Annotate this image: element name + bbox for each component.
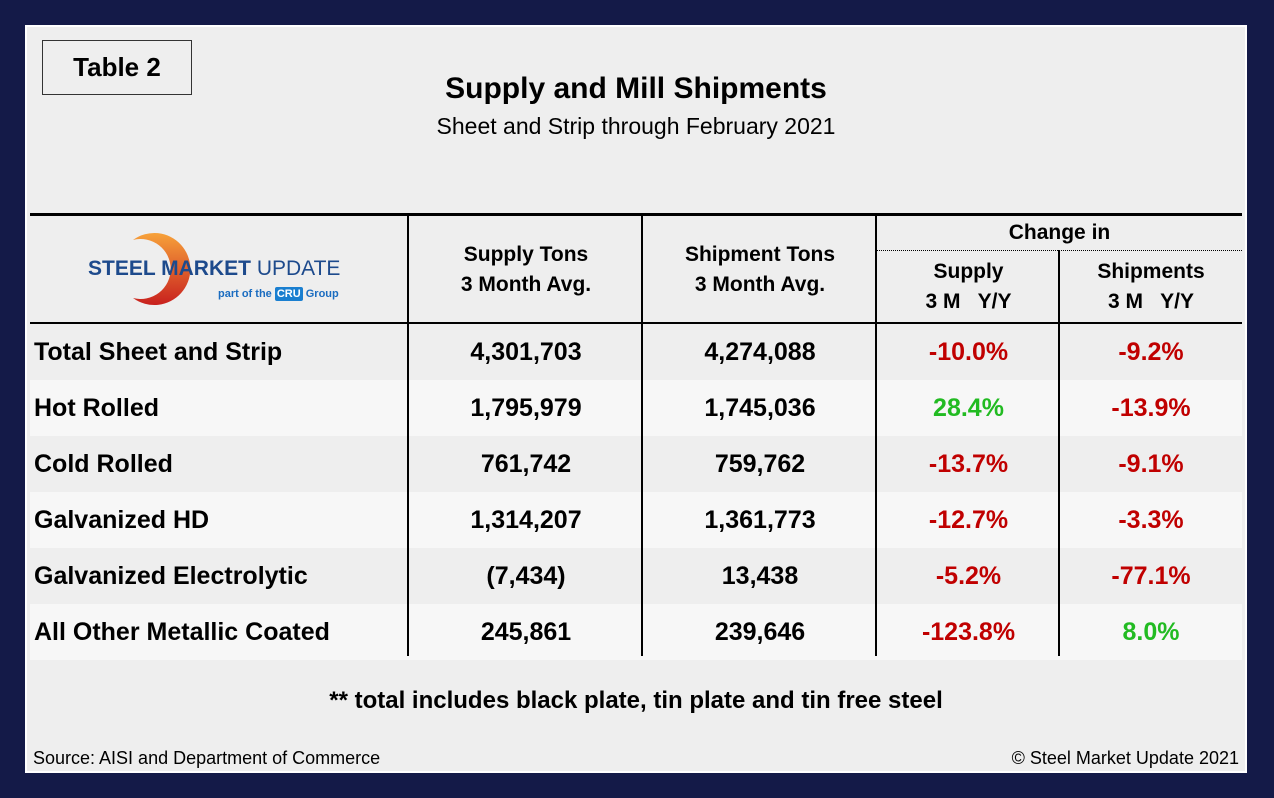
header-change-shipments: Shipments 3 M Y/Y — [1060, 257, 1242, 317]
header-line: Shipments — [1097, 260, 1205, 283]
change-supply-value: -123.8% — [921, 618, 1016, 646]
page-subtitle: Sheet and Strip through February 2021 — [436, 113, 836, 139]
change-shipments-value: -3.3% — [1118, 506, 1184, 534]
col-divider — [875, 216, 877, 656]
header-line: 3 Month Avg. — [460, 273, 592, 296]
logo-text-light: UPDATE — [256, 257, 341, 280]
table-row: Total Sheet and Strip 4,301,703 4,274,088 -… — [30, 324, 1242, 380]
col-divider — [641, 216, 643, 656]
page-title: Supply and Mill Shipments — [445, 72, 827, 105]
header-line: 3 M Y/Y — [925, 290, 1012, 313]
shipments-value: 239,646 — [714, 618, 806, 646]
logo-arc-icon — [133, 233, 191, 305]
header-supply-tons: Supply Tons 3 Month Avg. — [409, 240, 643, 300]
header-line: Supply Tons — [463, 243, 589, 266]
shipments-value: 759,762 — [714, 450, 806, 478]
change-shipments-value: 8.0% — [1122, 618, 1180, 646]
header-line: 3 M Y/Y — [1108, 290, 1194, 313]
table-row: Hot Rolled 1,795,979 1,745,036 28.4% -13.9% — [30, 380, 1242, 436]
supply-value: (7,434) — [486, 562, 566, 590]
col-divider — [407, 216, 409, 656]
logo: STEEL MARKET UPDATE part of the CRU Grou… — [88, 230, 348, 310]
data-table: STEEL MARKET UPDATE part of the CRU Grou… — [30, 213, 1242, 660]
supply-value: 245,861 — [480, 618, 572, 646]
change-supply-value: 28.4% — [933, 394, 1004, 422]
header-rule — [30, 322, 1242, 324]
supply-value: 761,742 — [480, 450, 572, 478]
footnote: ** total includes black plate, tin plate… — [329, 687, 943, 714]
change-shipments-value: -13.9% — [1111, 394, 1191, 422]
change-supply-value: -10.0% — [928, 338, 1009, 366]
change-supply-value: -12.7% — [928, 506, 1009, 534]
table-tag: Table 2 — [42, 40, 192, 95]
row-label: Galvanized Electrolytic — [34, 562, 308, 590]
shipments-value: 1,745,036 — [704, 394, 816, 422]
shipments-value: 4,274,088 — [704, 338, 816, 366]
table-row: All Other Metallic Coated 245,861 239,646 -… — [30, 604, 1242, 660]
table-row: Galvanized HD 1,314,207 1,361,773 -12.7% -3.… — [30, 492, 1242, 548]
row-label: Hot Rolled — [34, 394, 159, 422]
logo-text-bold: STEEL MARKET — [88, 257, 251, 280]
col-divider — [1058, 250, 1060, 656]
row-label: Total Sheet and Strip — [34, 338, 283, 366]
row-label: Cold Rolled — [34, 450, 173, 478]
copyright: © Steel Market Update 2021 — [1011, 748, 1239, 768]
table-panel: Table 2 Supply and Mill Shipments Sheet … — [25, 25, 1247, 773]
shipments-value: 13,438 — [721, 562, 799, 590]
header-line: Shipment Tons — [684, 243, 836, 266]
row-label: All Other Metallic Coated — [34, 618, 330, 646]
logo-cru: CRU — [274, 287, 303, 301]
change-supply-value: -13.7% — [928, 450, 1009, 478]
header-line: 3 Month Avg. — [694, 273, 826, 296]
row-label: Galvanized HD — [34, 506, 210, 534]
header-shipment-tons: Shipment Tons 3 Month Avg. — [643, 240, 877, 300]
table-row: Galvanized Electrolytic (7,434) 13,438 -5.2… — [30, 548, 1242, 604]
source: Source: AISI and Department of Commerce — [33, 748, 381, 768]
supply-value: 1,795,979 — [470, 394, 582, 422]
header-change-supply: Supply 3 M Y/Y — [877, 257, 1060, 317]
supply-value: 4,301,703 — [470, 338, 582, 366]
logo-sub: part of the — [218, 288, 272, 300]
header-change-in: Change in — [1008, 221, 1111, 244]
supply-value: 1,314,207 — [470, 506, 582, 534]
change-supply-value: -5.2% — [935, 562, 1002, 590]
change-shipments-value: -77.1% — [1111, 562, 1191, 590]
change-shipments-value: -9.2% — [1118, 338, 1184, 366]
logo-group: Group — [305, 288, 339, 300]
header-line: Supply — [933, 260, 1004, 283]
shipments-value: 1,361,773 — [704, 506, 816, 534]
change-shipments-value: -9.1% — [1118, 450, 1184, 478]
table-row: Cold Rolled 761,742 759,762 -13.7% -9.1% — [30, 436, 1242, 492]
